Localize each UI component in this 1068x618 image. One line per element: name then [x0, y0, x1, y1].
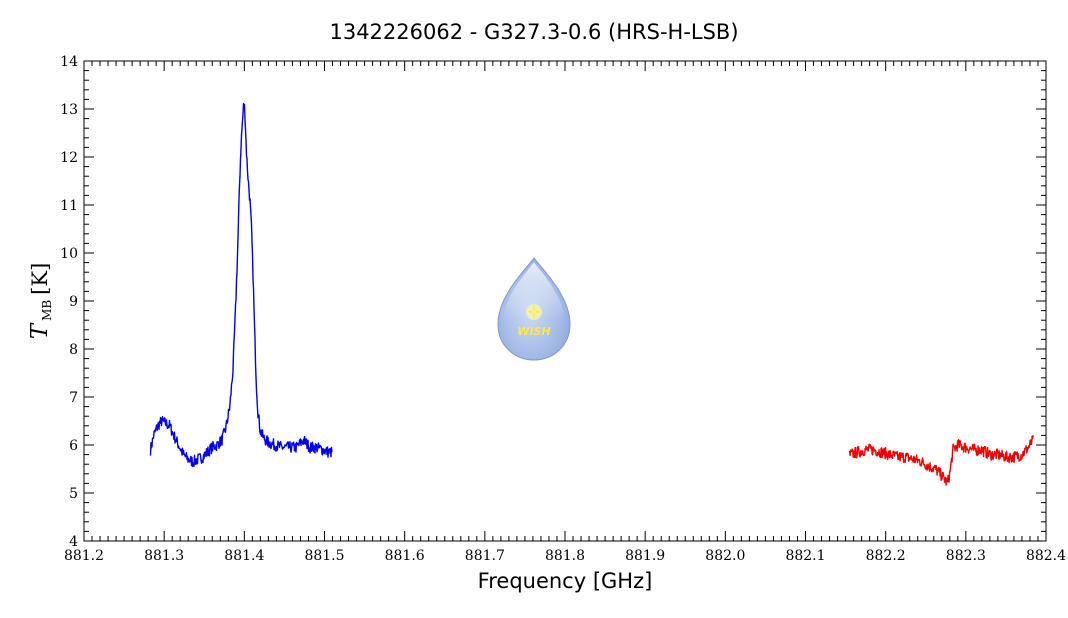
y-tick-label: 12: [60, 150, 78, 166]
x-tick-label: 881.8: [545, 548, 585, 564]
logo-text: WISH: [517, 325, 550, 338]
x-axis-label: Frequency [GHz]: [478, 569, 653, 593]
y-axis-label-unit: [K]: [28, 263, 52, 295]
y-axis-label: TMB [K]: [27, 263, 54, 340]
y-tick-label: 4: [69, 534, 78, 550]
x-tick-label: 882.1: [785, 548, 825, 564]
chart-title: 1342226062 - G327.3-0.6 (HRS-H-LSB): [329, 20, 738, 44]
y-axis-label-sub: MB: [40, 300, 54, 321]
series-red-line: [848, 435, 1034, 486]
y-tick-label: 8: [69, 342, 78, 358]
y-tick-label: 13: [60, 102, 78, 118]
yaxis-ticks: 4 5 6 7 8 9 10 11 12 13 14: [60, 54, 1046, 550]
x-tick-label: 881.9: [625, 548, 665, 564]
x-tick-label: 882.3: [946, 548, 986, 564]
series-blue-line: [149, 102, 333, 468]
x-tick-label: 882.4: [1026, 548, 1066, 564]
y-tick-label: 14: [60, 54, 78, 70]
x-tick-label: 881.3: [144, 548, 184, 564]
y-tick-label: 6: [69, 438, 78, 454]
y-axis-label-main: T: [27, 322, 53, 339]
drop-highlight: [504, 262, 564, 320]
xaxis-ticks: 881.2 881.3 881.4 881.5 881.6 881.7 881.8 881.9…: [64, 61, 1066, 564]
x-tick-label: 881.4: [224, 548, 264, 564]
wish-logo: WISH: [497, 257, 571, 361]
plot-frame: [83, 60, 1047, 542]
y-tick-label: 10: [60, 246, 78, 262]
svg-text:TMB[K]: TMB [K]: [27, 263, 54, 340]
x-tick-label: 881.2: [64, 548, 104, 564]
y-tick-label: 5: [69, 486, 78, 502]
x-tick-label: 881.5: [304, 548, 344, 564]
x-tick-label: 882.0: [705, 548, 745, 564]
y-tick-label: 7: [69, 390, 78, 406]
y-tick-label: 9: [69, 294, 78, 310]
x-tick-label: 882.2: [866, 548, 906, 564]
x-tick-label: 881.7: [465, 548, 505, 564]
x-tick-label: 881.6: [385, 548, 425, 564]
y-tick-label: 11: [60, 198, 78, 214]
star-icon: [526, 304, 542, 320]
